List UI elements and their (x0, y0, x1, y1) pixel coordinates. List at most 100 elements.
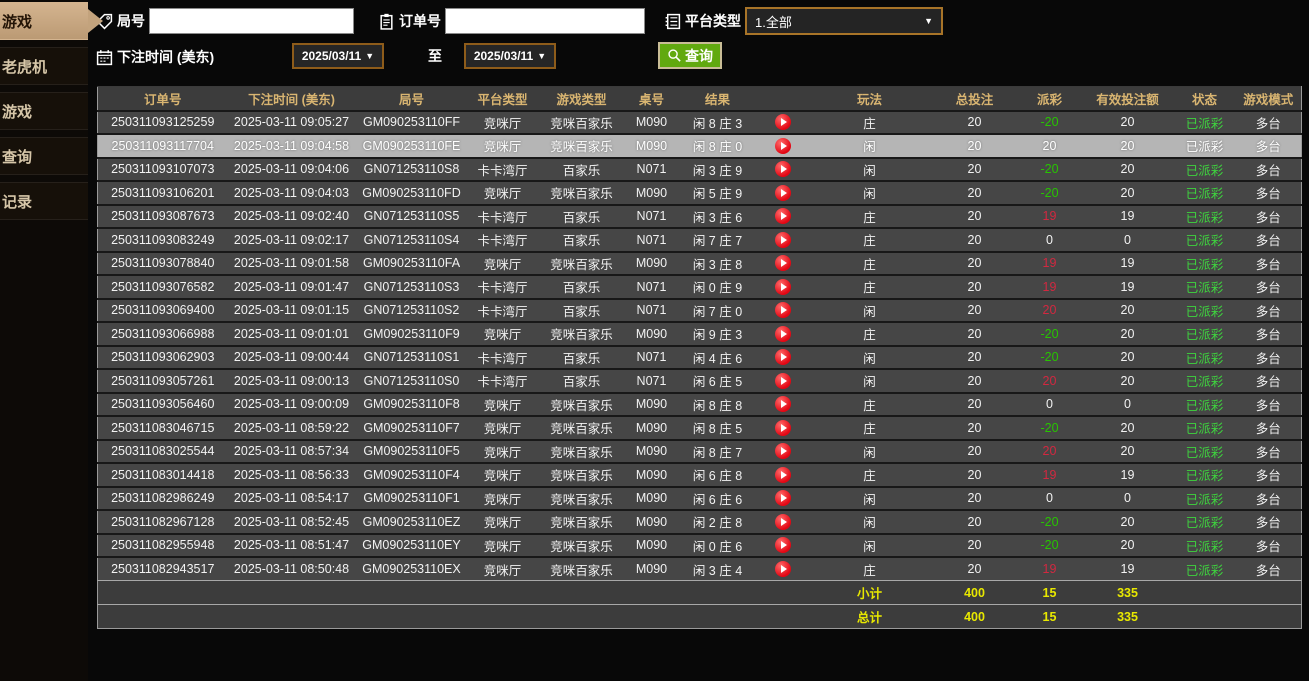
cell-play[interactable] (757, 485, 808, 510)
cell-play[interactable] (757, 368, 808, 393)
table-row[interactable]: 250311082986249 2025-03-11 08:54:17 GM0902… (97, 485, 1302, 510)
cell-play[interactable] (757, 462, 808, 487)
column-header-12: 状态 (1173, 86, 1236, 111)
cell-mode: 多台 (1235, 109, 1302, 134)
sidebar-item-1[interactable]: 老虎机 (0, 47, 88, 85)
play-video-icon[interactable] (774, 278, 791, 295)
footer-total: 400 (931, 604, 1018, 629)
cell-status: 已派彩 (1173, 274, 1236, 299)
cell-round: GM090253110F9 (355, 321, 468, 346)
cell-play[interactable] (757, 321, 808, 346)
order-filter-group: 订单号 (378, 7, 645, 35)
cell-play[interactable] (757, 415, 808, 440)
date-to-picker[interactable]: 2025/03/11 ▼ (464, 43, 556, 69)
table-row[interactable]: 250311093062903 2025-03-11 09:00:44 GN0712… (97, 344, 1302, 369)
column-header-10: 派彩 (1017, 86, 1082, 111)
play-video-icon[interactable] (774, 114, 791, 131)
cell-time: 2025-03-11 08:59:22 (227, 415, 356, 440)
table-row[interactable]: 250311083014418 2025-03-11 08:56:33 GM0902… (97, 462, 1302, 487)
cell-game-type: 百家乐 (537, 297, 626, 322)
table-row[interactable]: 250311093083249 2025-03-11 09:02:17 GN0712… (97, 227, 1302, 252)
cell-game-type: 竞咪百家乐 (537, 532, 626, 557)
play-video-icon[interactable] (774, 161, 791, 178)
table-row[interactable]: 250311093125259 2025-03-11 09:05:27 GM0902… (97, 109, 1302, 134)
play-video-icon[interactable] (774, 231, 791, 248)
cell-result: 闲 2 庄 8 (677, 509, 758, 534)
cell-result: 闲 8 庄 5 (677, 415, 758, 440)
table-row[interactable]: 250311093106201 2025-03-11 09:04:03 GM0902… (97, 180, 1302, 205)
cell-play[interactable] (757, 344, 808, 369)
cell-payout: 20 (1017, 438, 1082, 463)
cell-play[interactable] (757, 556, 808, 581)
cell-game-type: 百家乐 (537, 227, 626, 252)
play-triangle (780, 470, 787, 479)
sidebar-item-3[interactable]: 查询 (0, 137, 88, 175)
cell-play[interactable] (757, 250, 808, 275)
play-video-icon[interactable] (774, 419, 791, 436)
table-row[interactable]: 250311082967128 2025-03-11 08:52:45 GM0902… (97, 509, 1302, 534)
play-video-icon[interactable] (774, 208, 791, 225)
cell-play[interactable] (757, 133, 808, 158)
cell-play[interactable] (757, 391, 808, 416)
cell-play[interactable] (757, 156, 808, 181)
table-row[interactable]: 250311093069400 2025-03-11 09:01:15 GN0712… (97, 297, 1302, 322)
table-row[interactable]: 250311093076582 2025-03-11 09:01:47 GN0712… (97, 274, 1302, 299)
cell-play[interactable] (757, 180, 808, 205)
sidebar-item-4[interactable]: 记录 (0, 182, 88, 220)
play-video-icon[interactable] (774, 443, 791, 460)
platform-select[interactable]: 1.全部 ▼ (745, 7, 943, 35)
cell-play[interactable] (757, 109, 808, 134)
cell-round: GM090253110EY (355, 532, 468, 557)
cell-play[interactable] (757, 509, 808, 534)
sidebar-item-2[interactable]: 游戏 (0, 92, 88, 130)
table-row[interactable]: 250311093056460 2025-03-11 09:00:09 GM0902… (97, 391, 1302, 416)
cell-play[interactable] (757, 532, 808, 557)
cell-bet: 庄 (807, 227, 932, 252)
sidebar-item-0[interactable]: 游戏 (0, 2, 103, 40)
cell-time: 2025-03-11 09:04:06 (227, 156, 356, 181)
cell-play[interactable] (757, 203, 808, 228)
table-row[interactable]: 250311083046715 2025-03-11 08:59:22 GM0902… (97, 415, 1302, 440)
cell-order: 250311093062903 (97, 344, 228, 369)
bet-records-table: 订单号 下注时间 (美东) 局号 平台类型 游戏类型 桌号 结果 玩法 总投注 派彩 有效投注额 状态… (97, 86, 1302, 629)
table-row[interactable]: 250311093107073 2025-03-11 09:04:06 GN0712… (97, 156, 1302, 181)
play-video-icon[interactable] (774, 396, 791, 413)
cell-round: GN071253110S0 (355, 368, 468, 393)
play-video-icon[interactable] (774, 255, 791, 272)
cell-time: 2025-03-11 09:02:40 (227, 203, 356, 228)
table-row[interactable]: 250311093057261 2025-03-11 09:00:13 GN0712… (97, 368, 1302, 393)
table-row[interactable]: 250311093066988 2025-03-11 09:01:01 GM0902… (97, 321, 1302, 346)
play-video-icon[interactable] (774, 325, 791, 342)
cell-valid: 0 (1081, 485, 1174, 510)
table-row[interactable]: 250311082955948 2025-03-11 08:51:47 GM0902… (97, 532, 1302, 557)
round-input[interactable] (149, 8, 354, 34)
cell-game-type: 竞咪百家乐 (537, 391, 626, 416)
order-input[interactable] (445, 8, 645, 34)
cell-order: 250311093087673 (97, 203, 228, 228)
play-video-icon[interactable] (774, 537, 791, 554)
play-video-icon[interactable] (774, 466, 791, 483)
date-from-picker[interactable]: 2025/03/11 ▼ (292, 43, 384, 69)
play-video-icon[interactable] (774, 513, 791, 530)
cell-play[interactable] (757, 274, 808, 299)
play-video-icon[interactable] (774, 372, 791, 389)
play-video-icon[interactable] (774, 184, 791, 201)
cell-table-no: N071 (625, 368, 678, 393)
table-row[interactable]: 250311083025544 2025-03-11 08:57:34 GM0902… (97, 438, 1302, 463)
table-row[interactable]: 250311093078840 2025-03-11 09:01:58 GM0902… (97, 250, 1302, 275)
play-video-icon[interactable] (774, 137, 791, 154)
play-video-icon[interactable] (774, 561, 791, 577)
cell-play[interactable] (757, 227, 808, 252)
play-triangle (780, 118, 787, 127)
query-button[interactable]: 查询 (658, 42, 722, 69)
sidebar: 游戏 老虎机 游戏 查询 记录 (0, 0, 103, 681)
play-video-icon[interactable] (774, 349, 791, 366)
cell-result: 闲 7 庄 0 (677, 297, 758, 322)
cell-play[interactable] (757, 438, 808, 463)
play-video-icon[interactable] (774, 302, 791, 319)
table-row[interactable]: 250311093087673 2025-03-11 09:02:40 GN0712… (97, 203, 1302, 228)
cell-play[interactable] (757, 297, 808, 322)
table-row[interactable]: 250311093117704 2025-03-11 09:04:58 GM0902… (97, 133, 1302, 158)
play-video-icon[interactable] (774, 490, 791, 507)
table-row[interactable]: 250311082943517 2025-03-11 08:50:48 GM0902… (97, 556, 1302, 581)
